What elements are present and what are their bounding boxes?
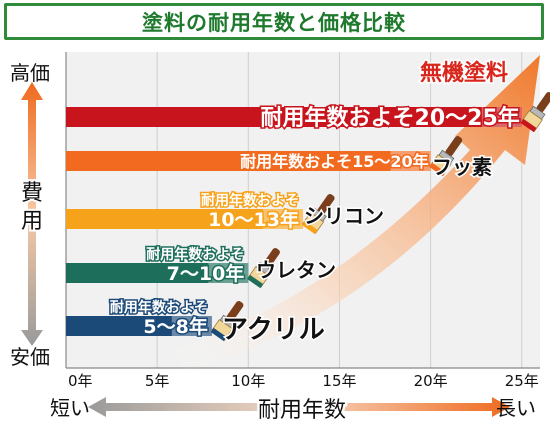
series-name-4: アクリル [222, 315, 325, 345]
brush-icon [429, 136, 463, 177]
svg-text:用: 用 [21, 209, 43, 234]
y-axis-top-label: 高価 [10, 61, 50, 85]
y-axis-label: 費用 [19, 179, 45, 236]
x-axis-left-label: 短い [50, 396, 90, 420]
brush-icon [520, 92, 550, 133]
data-label: 7～10年 [167, 262, 245, 285]
bar-2 [66, 209, 303, 229]
x-axis-arrow [88, 397, 510, 417]
x-tick-label: 20年 [414, 372, 448, 390]
y-axis-bottom-label: 安価 [10, 345, 50, 369]
data-label: 耐用年数およそ [201, 192, 299, 209]
brush-icon [247, 248, 280, 289]
series-name-1: フッ素 [432, 155, 492, 179]
y-axis-arrow [21, 82, 43, 346]
x-axis-label: 耐用年数 [258, 398, 346, 423]
bar-fade [208, 263, 249, 283]
data-label: 耐用年数およそ [146, 246, 244, 263]
bar-3 [66, 263, 249, 283]
bar-4 [66, 316, 212, 336]
x-tick-label: 10年 [231, 372, 265, 390]
x-axis-right-label: 長い [496, 396, 536, 420]
x-tick-label: 15年 [322, 372, 356, 390]
x-tick-label: 25年 [505, 372, 539, 390]
title-box: 塗料の耐用年数と価格比較 [4, 3, 544, 40]
series-name-2: シリコン [304, 204, 384, 228]
data-label: 耐用年数およそ20～25年 [261, 105, 520, 131]
brush-icon [301, 194, 335, 235]
svg-text:費: 費 [21, 181, 43, 206]
data-label: 5～8年 [143, 315, 207, 338]
bar-1 [66, 151, 431, 171]
bar-fade [481, 107, 522, 127]
trend-arrow [170, 55, 540, 372]
bar-fade [263, 209, 303, 229]
x-tick-label: 0年 [68, 372, 93, 390]
bar-fade [390, 151, 431, 171]
bar-0 [66, 107, 522, 127]
chart-title: 塗料の耐用年数と価格比較 [142, 10, 406, 35]
bar-fade [171, 316, 212, 336]
series-name-3: ウレタン [256, 258, 336, 282]
data-label: 耐用年数およそ15～20年 [240, 152, 429, 171]
data-label: 10～13年 [208, 208, 299, 231]
x-tick-label: 5年 [145, 372, 170, 390]
data-label: 耐用年数およそ [110, 299, 208, 316]
series-name-0: 無機塗料 [420, 60, 508, 86]
brush-icon [210, 301, 244, 342]
